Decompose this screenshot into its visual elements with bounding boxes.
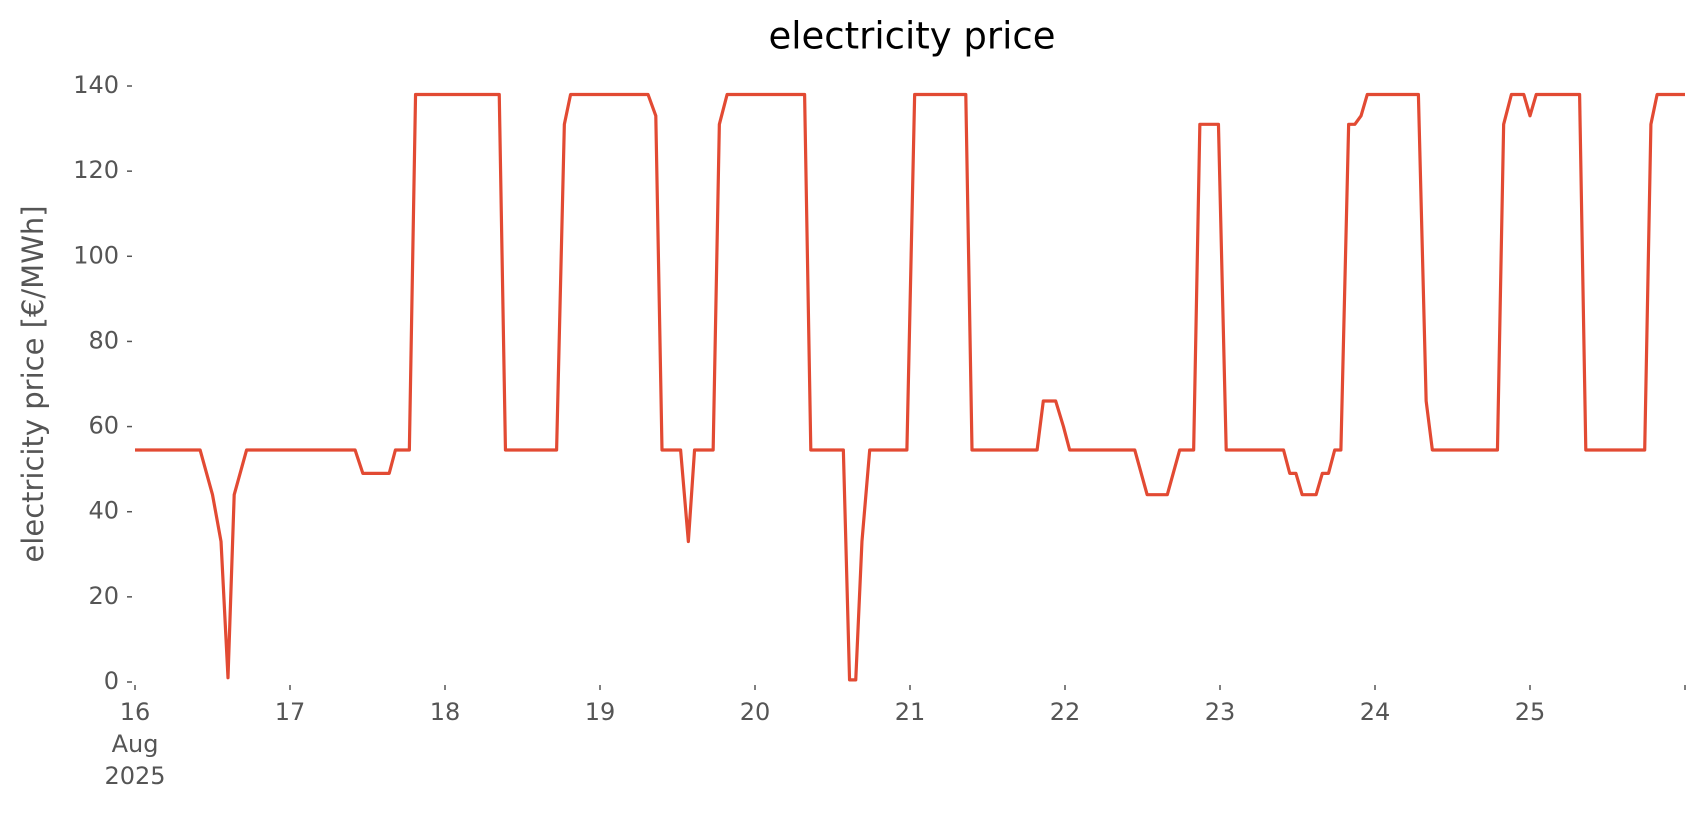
x-tick-label: 22: [1049, 698, 1081, 726]
chart-title: electricity price: [768, 15, 1055, 58]
x-tick-label: 19: [584, 698, 616, 726]
x-tick-label: 23: [1204, 698, 1236, 726]
y-tick-label: 100: [73, 241, 119, 269]
y-tick-label: 60: [88, 412, 119, 440]
y-tick-label: 0: [104, 667, 119, 695]
x-tick-label: 20: [739, 698, 771, 726]
x-tick-label: 25: [1514, 698, 1546, 726]
x-tick-label: 18: [429, 698, 461, 726]
x-tick-label: 24: [1359, 698, 1391, 726]
y-tick-label: 120: [73, 156, 119, 184]
series-line: [135, 92, 1685, 682]
y-tick-label: 80: [88, 326, 119, 354]
y-axis-label: electricity price [€/MWh]: [16, 205, 50, 562]
y-tick-label: 140: [73, 71, 119, 99]
y-tick-label: 40: [88, 497, 119, 525]
y-tick-label: 20: [88, 582, 119, 610]
x-tick-label: 21: [894, 698, 926, 726]
x-tick-label: 16 Aug 2025: [104, 698, 166, 790]
x-tick-label: 17: [274, 698, 306, 726]
